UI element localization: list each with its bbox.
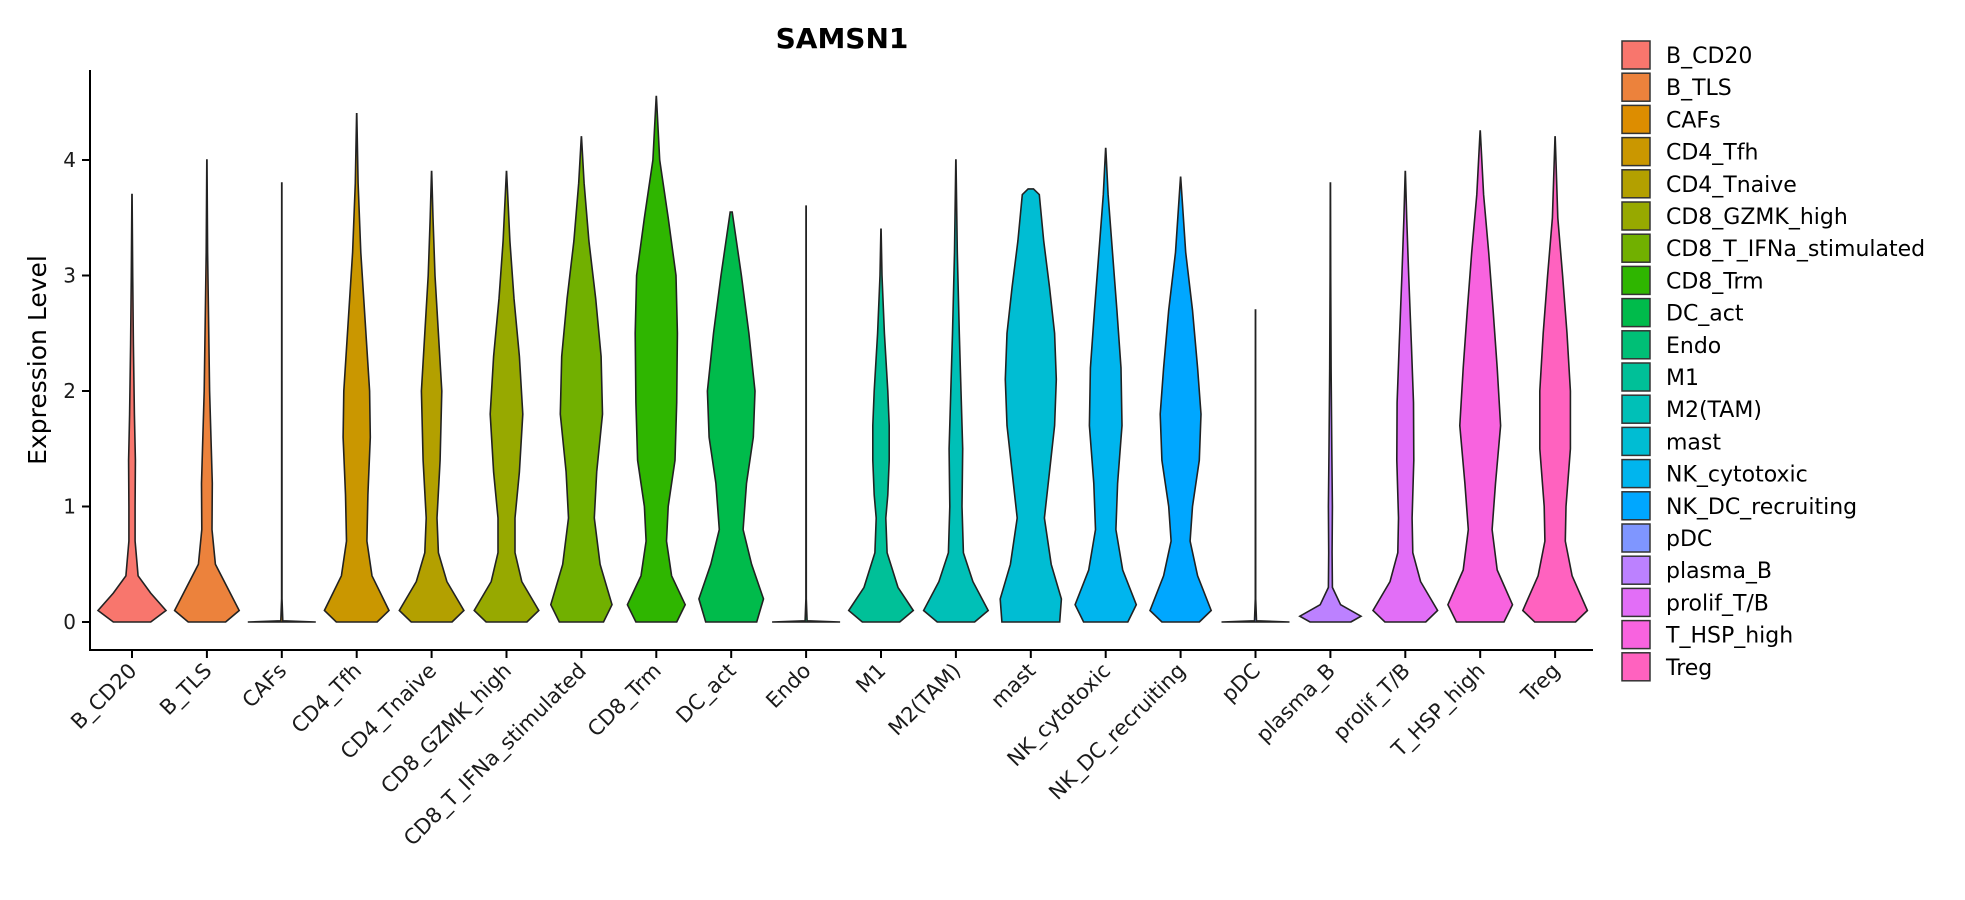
legend-label: Endo bbox=[1666, 334, 1721, 359]
y-tick-label: 3 bbox=[63, 264, 76, 288]
legend-label: M2(TAM) bbox=[1666, 398, 1762, 423]
legend-key-CD8_Trm bbox=[1621, 265, 1651, 296]
x-tick-label: Treg bbox=[1516, 659, 1565, 708]
x-tick-label: CD8_Trm bbox=[583, 659, 667, 743]
y-tick-label: 2 bbox=[63, 379, 76, 403]
legend-key-NK_cytotoxic bbox=[1621, 458, 1651, 489]
violin-NK_DC_recruiting bbox=[1149, 176, 1213, 623]
legend-label: CD4_Tfh bbox=[1666, 141, 1758, 166]
violin-M2(TAM) bbox=[922, 159, 990, 623]
violin-T_HSP_high bbox=[1447, 130, 1514, 623]
violin-NK_cytotoxic bbox=[1074, 147, 1138, 623]
legend-key-M2(TAM) bbox=[1621, 394, 1651, 424]
legend-key-mast bbox=[1621, 426, 1651, 457]
legend-label: CD4_Tnaive bbox=[1666, 173, 1797, 198]
x-tick-label: DC_act bbox=[671, 659, 741, 729]
violin-CD8_T_IFNa_stimulated bbox=[549, 136, 613, 623]
violins-group bbox=[96, 95, 1589, 623]
x-tick-label: Endo bbox=[761, 659, 815, 713]
x-tick-label: M1 bbox=[851, 659, 890, 698]
legend-key-NK_DC_recruiting bbox=[1621, 491, 1651, 521]
legend-label: CD8_GZMK_high bbox=[1666, 205, 1848, 230]
legend-key-CD4_Tfh bbox=[1621, 136, 1651, 167]
legend-label: plasma_B bbox=[1666, 559, 1772, 584]
legend-label: CD8_T_IFNa_stimulated bbox=[1666, 237, 1925, 262]
legend-key-Endo bbox=[1621, 330, 1651, 360]
legend-key-CD8_GZMK_high bbox=[1621, 201, 1651, 231]
violin-mast bbox=[999, 188, 1063, 623]
legend-key-plasma_B bbox=[1621, 555, 1651, 585]
violin-CD4_Tnaive bbox=[398, 170, 465, 623]
y-tick-label: 4 bbox=[63, 148, 76, 172]
violin-B_TLS bbox=[173, 159, 241, 623]
legend-label: prolif_T/B bbox=[1666, 591, 1769, 616]
violin-CAFs bbox=[247, 182, 316, 623]
legend-label: pDC bbox=[1666, 527, 1712, 552]
legend-label: DC_act bbox=[1666, 302, 1744, 327]
violin-Endo bbox=[772, 205, 841, 623]
violin-plasma_B bbox=[1298, 182, 1363, 623]
y-tick-label: 1 bbox=[63, 495, 76, 519]
legend-key-M1 bbox=[1621, 362, 1651, 392]
violin-DC_act bbox=[698, 211, 765, 623]
x-tick-label: M2(TAM) bbox=[884, 659, 966, 741]
legend-key-pDC bbox=[1621, 523, 1651, 553]
x-tick-label: pDC bbox=[1217, 659, 1265, 707]
legend-key-Treg bbox=[1621, 652, 1651, 682]
x-tick-label: mast bbox=[986, 659, 1040, 713]
y-tick-label: 0 bbox=[63, 610, 76, 634]
legend-key-DC_act bbox=[1621, 297, 1651, 328]
violin-prolif_T/B bbox=[1371, 170, 1439, 623]
legend-key-CD4_Tnaive bbox=[1621, 169, 1651, 199]
legend: B_CD20 B_TLS CAFs CD4_Tfh CD4_Tnaive CD8_GZMK… bbox=[1621, 40, 1925, 682]
violin-pDC bbox=[1221, 309, 1290, 623]
legend-label: CD8_Trm bbox=[1666, 269, 1764, 294]
legend-label: T_HSP_high bbox=[1665, 624, 1793, 649]
legend-key-T_HSP_high bbox=[1621, 619, 1651, 650]
legend-key-prolif_T/B bbox=[1621, 587, 1651, 618]
legend-label: NK_cytotoxic bbox=[1666, 463, 1808, 488]
violin-B_CD20 bbox=[96, 193, 168, 623]
legend-label: Treg bbox=[1665, 656, 1712, 681]
legend-key-CAFs bbox=[1621, 104, 1651, 135]
y-axis-label: Expression Level bbox=[23, 255, 52, 465]
violin-CD8_GZMK_high bbox=[473, 170, 540, 623]
legend-label: CAFs bbox=[1666, 108, 1721, 133]
x-tick-label: B_CD20 bbox=[66, 659, 142, 735]
violin-Treg bbox=[1521, 136, 1589, 623]
axes-group bbox=[82, 70, 1593, 658]
violin-CD8_Trm bbox=[626, 95, 687, 623]
legend-key-B_TLS bbox=[1621, 72, 1651, 102]
chart-title: SAMSN1 bbox=[776, 22, 909, 55]
legend-label: B_TLS bbox=[1666, 76, 1732, 101]
x-tick-label: CD8_GZMK_high bbox=[376, 659, 516, 799]
x-tick-label: plasma_B bbox=[1251, 659, 1340, 748]
legend-key-CD8_T_IFNa_stimulated bbox=[1621, 233, 1651, 263]
violin-CD4_Tfh bbox=[323, 113, 390, 623]
x-tick-label: NK_DC_recruiting bbox=[1044, 659, 1191, 806]
x-tick-label: CAFs bbox=[238, 659, 292, 713]
y-tick-labels: 0 1 2 3 4 bbox=[63, 148, 76, 634]
x-tick-labels: B_CD20 B_TLS CAFsCD4_TfhCD4_TnaiveCD8_GZMK… bbox=[66, 659, 1564, 852]
violin-M1 bbox=[847, 228, 915, 623]
legend-label: NK_DC_recruiting bbox=[1666, 495, 1857, 520]
legend-label: B_CD20 bbox=[1666, 44, 1752, 69]
legend-label: M1 bbox=[1666, 366, 1699, 391]
legend-label: mast bbox=[1666, 430, 1721, 455]
legend-key-B_CD20 bbox=[1621, 40, 1651, 70]
x-tick-label: B_TLS bbox=[155, 659, 217, 721]
